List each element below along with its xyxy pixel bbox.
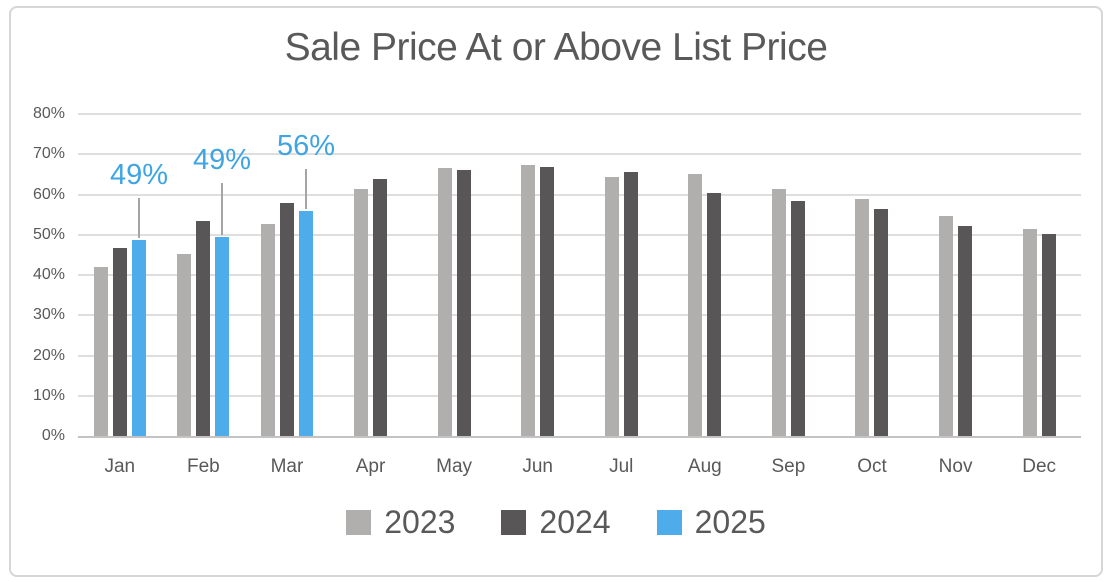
- x-label-jan: Jan: [104, 456, 136, 477]
- bar-2024-feb: [196, 221, 211, 436]
- legend-label: 2024: [539, 504, 611, 540]
- legend-item-2025: 2025: [656, 504, 766, 541]
- gridline: [78, 233, 1081, 236]
- bar-2023-dec: [1022, 228, 1037, 436]
- x-label-apr: Apr: [355, 456, 386, 477]
- legend-swatch-icon: [346, 510, 372, 535]
- x-label-sep: Sep: [771, 456, 806, 477]
- bar-2023-may: [437, 167, 452, 436]
- y-axis: 80% 70% 60% 50% 40% 30% 20% 10% 0%: [11, 8, 65, 575]
- x-label-aug: Aug: [687, 456, 722, 477]
- legend-label: 2023: [384, 504, 456, 540]
- bar-2023-feb: [177, 254, 192, 436]
- callout-label-feb: 49%: [192, 144, 252, 176]
- chart-title: Sale Price At or Above List Price: [284, 26, 828, 69]
- x-label-dec: Dec: [1022, 456, 1057, 477]
- gridline: [78, 193, 1081, 196]
- bar-group-mar: [245, 114, 329, 436]
- x-axis: Jan Feb Mar Apr May Jun Jul Aug Sep Oct Nov Dec: [78, 456, 1081, 478]
- callout-leader-line-feb: [221, 183, 223, 235]
- bar-2023-apr: [354, 188, 369, 436]
- legend-item-2023: 2023: [346, 504, 455, 541]
- bar-2024-dec: [1041, 233, 1056, 436]
- y-tick-label: 0%: [41, 427, 65, 444]
- bar-2025-mar: [298, 211, 313, 436]
- bar-2023-jul: [604, 177, 619, 436]
- bar-groups: [78, 114, 1081, 436]
- bar-2023-aug: [688, 174, 703, 436]
- gridline: [78, 354, 1081, 357]
- y-tick-label: 30%: [32, 306, 65, 324]
- callout-leader-line-jan: [138, 198, 140, 238]
- bar-group-jun: [496, 114, 580, 436]
- bar-2025-feb: [215, 237, 230, 436]
- legend: 2023 2024 2025: [11, 504, 1101, 541]
- bar-group-apr: [329, 114, 413, 436]
- bar-2024-jan: [112, 248, 127, 436]
- bar-2024-apr: [373, 178, 388, 436]
- bar-2024-sep: [790, 200, 805, 436]
- bar-group-oct: [830, 114, 914, 436]
- gridline: [78, 153, 1081, 156]
- bar-group-aug: [663, 114, 747, 436]
- bar-2024-jun: [540, 167, 555, 436]
- legend-label: 2025: [694, 504, 766, 540]
- bar-2023-oct: [855, 198, 870, 436]
- gridline: [78, 274, 1081, 276]
- bar-2023-mar: [260, 223, 275, 436]
- bar-group-may: [412, 114, 496, 436]
- bar-2023-sep: [771, 188, 786, 436]
- bar-2023-nov: [939, 215, 954, 436]
- legend-item-2024: 2024: [501, 504, 611, 541]
- bar-group-dec: [997, 114, 1081, 436]
- y-tick-label: 20%: [32, 346, 65, 364]
- y-tick-label: 10%: [32, 386, 65, 404]
- x-label-may: May: [436, 456, 473, 477]
- bar-2024-aug: [707, 193, 722, 436]
- bar-group-feb: [162, 114, 246, 436]
- x-label-mar: Mar: [270, 456, 304, 477]
- bar-2024-jul: [623, 171, 638, 436]
- bar-2023-jun: [521, 165, 536, 436]
- x-label-oct: Oct: [857, 456, 887, 477]
- bar-2024-may: [456, 169, 471, 436]
- legend-swatch-icon: [501, 510, 527, 535]
- bar-2024-nov: [958, 225, 973, 436]
- bar-group-sep: [747, 114, 831, 436]
- x-label-nov: Nov: [938, 456, 973, 477]
- x-label-jun: Jun: [522, 456, 553, 477]
- y-tick-label: 70%: [32, 145, 65, 163]
- bar-2023-jan: [93, 266, 108, 436]
- bar-group-jan: [78, 114, 162, 436]
- callout-label-jan: 49%: [109, 159, 169, 191]
- bar-group-jul: [579, 114, 663, 436]
- y-tick-label: 40%: [32, 266, 65, 283]
- gridline: [78, 394, 1081, 397]
- callout-label-mar: 56%: [276, 130, 336, 162]
- y-tick-label: 80%: [32, 105, 65, 122]
- chart-card: Sale Price At or Above List Price 80% 70%…: [9, 6, 1103, 577]
- y-tick-label: 60%: [32, 185, 65, 203]
- y-tick-label: 50%: [32, 225, 65, 243]
- legend-swatch-icon: [656, 510, 682, 535]
- bar-group-nov: [914, 114, 998, 436]
- bar-2025-jan: [131, 239, 146, 436]
- bar-2024-oct: [874, 208, 889, 436]
- gridline: [78, 113, 1081, 115]
- plot-area: 49% 49% 56%: [78, 113, 1081, 438]
- x-label-feb: Feb: [186, 456, 220, 477]
- bar-2024-mar: [279, 203, 294, 436]
- callout-leader-line-mar: [305, 169, 307, 209]
- gridline: [78, 314, 1081, 317]
- x-label-jul: Jul: [609, 456, 634, 477]
